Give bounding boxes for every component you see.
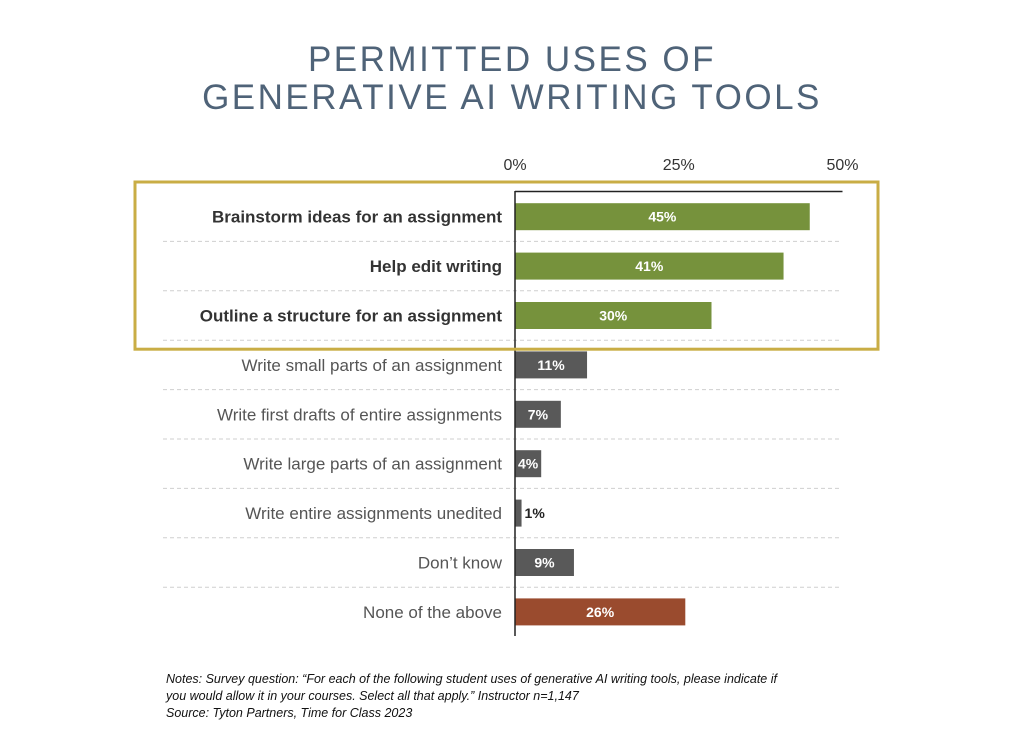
bar-value-label: 26% [586, 604, 615, 620]
bar [515, 549, 574, 576]
category-label: Write first drafts of entire assignments [217, 405, 502, 424]
category-label: Brainstorm ideas for an assignment [212, 208, 502, 227]
notes-source-line: Source: Tyton Partners, Time for Class 2… [166, 706, 413, 720]
category-label: Write entire assignments unedited [245, 504, 502, 523]
highlight-box [133, 180, 880, 351]
bar [515, 252, 784, 280]
category-label: Write small parts of an assignment [242, 356, 503, 375]
bar-value-label: 4% [518, 456, 539, 472]
category-label: Write large parts of an assignment [243, 455, 502, 474]
bar [515, 598, 686, 626]
bar [515, 450, 542, 478]
bar-value-label: 41% [635, 258, 664, 274]
bar-value-label: 45% [648, 209, 677, 225]
bar [515, 351, 588, 379]
category-label: Outline a structure for an assignment [200, 307, 503, 326]
bar [515, 400, 561, 428]
notes-line-2: you would allow it in your courses. Sele… [166, 689, 579, 703]
bar [515, 499, 522, 527]
bar-value-label: 11% [537, 357, 565, 373]
chart-title-line-1: PERMITTED USES OF [307, 40, 717, 79]
bar [515, 302, 712, 329]
x-tick-label: 0% [503, 157, 526, 174]
bar-value-label: 1% [525, 505, 546, 521]
category-label: Don’t know [418, 554, 503, 573]
category-label: Help edit writing [370, 257, 502, 276]
chart-title-line-2: GENERATIVE AI WRITING TOOLS [202, 78, 822, 117]
category-label: None of the above [363, 603, 502, 622]
bar [515, 203, 810, 231]
bar-value-label: 7% [528, 406, 549, 422]
x-tick-label: 50% [826, 157, 858, 174]
chart-notes: Notes: Survey question: “For each of the… [166, 671, 866, 722]
x-tick-label: 25% [663, 157, 695, 174]
bar-value-label: 9% [534, 555, 555, 571]
bar-value-label: 30% [599, 308, 628, 324]
notes-line-1: Notes: Survey question: “For each of the… [166, 672, 777, 686]
